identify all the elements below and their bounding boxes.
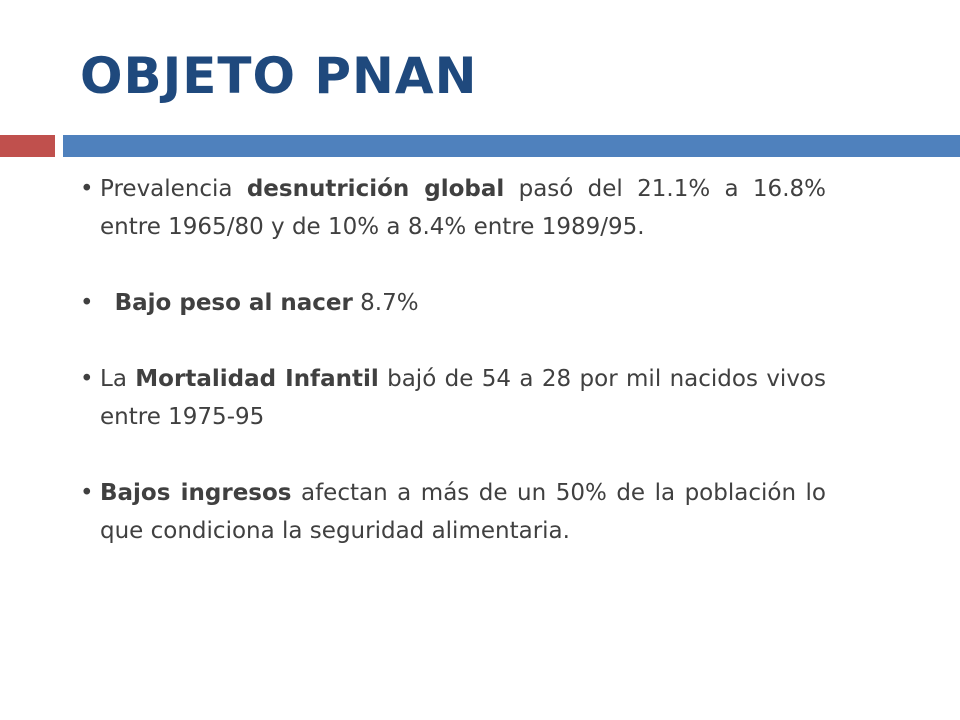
bullet-item-desnutricion: Prevalencia desnutrición global pasó del… [80, 170, 826, 246]
slide-title: OBJETO PNAN [80, 47, 478, 105]
bullet-item-bajo-peso: Bajo peso al nacer 8.7% [80, 284, 826, 322]
bullet-text-post: 8.7% [352, 290, 419, 316]
bullet-text-bold: Bajos ingresos [100, 480, 292, 506]
bullet-text-post: pasó del 21.1% a 16.8% entre 1965/80 y d… [100, 176, 826, 240]
bullet-item-ingresos: Bajos ingresos afectan a más de un 50% d… [80, 474, 826, 550]
bullet-item-mortalidad: La Mortalidad Infantil bajó de 54 a 28 p… [80, 360, 826, 436]
bullet-text-bold: Mortalidad Infantil [135, 366, 379, 392]
title-divider-bar [63, 135, 960, 157]
bullet-text-pre [100, 290, 115, 316]
title-divider-accent [0, 135, 55, 157]
bullet-text-post: afectan a más de un 50% de la población … [100, 480, 826, 544]
bullet-text-bold: desnutrición global [246, 176, 505, 202]
bullet-text-pre: La [100, 366, 136, 392]
bullet-text-pre: Prevalencia [100, 176, 247, 202]
bullet-text-post: bajó de 54 a 28 por mil nacidos vivos en… [100, 366, 826, 430]
bullet-list: Prevalencia desnutrición global pasó del… [80, 170, 826, 588]
bullet-text-bold: Bajo peso al nacer [114, 290, 353, 316]
